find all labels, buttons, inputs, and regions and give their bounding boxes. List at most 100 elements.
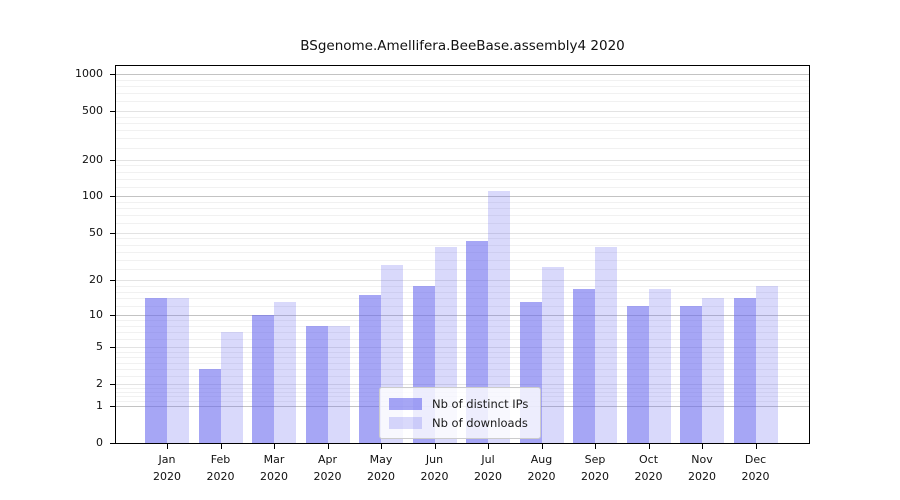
bar-distinct-ips-mar xyxy=(252,315,274,443)
gridline-labeled xyxy=(116,160,809,161)
gridline-minor xyxy=(116,260,809,261)
y-tick-mark xyxy=(110,111,115,112)
bar-distinct-ips-oct xyxy=(626,306,649,443)
y-tick-label: 0 xyxy=(96,436,103,449)
x-tick-mark xyxy=(488,444,489,449)
bar-distinct-ips-nov xyxy=(680,306,702,443)
x-tick-label: Dec 2020 xyxy=(741,453,770,483)
y-axis: 0 1 2 5 10 20 50 100 200 500 1000 xyxy=(0,65,115,449)
y-tick-label: 200 xyxy=(82,153,103,166)
bar-distinct-ips-dec xyxy=(733,298,756,443)
y-tick-label: 5 xyxy=(96,340,103,353)
x-tick-mark xyxy=(541,444,543,449)
gridline-minor xyxy=(116,245,809,246)
gridline-minor xyxy=(116,202,809,203)
y-tick-label: 50 xyxy=(89,226,103,239)
chart-title: BSgenome.Amellifera.BeeBase.assembly4 20… xyxy=(300,38,625,54)
y-tick-mark xyxy=(110,443,115,444)
gridline-minor xyxy=(116,369,809,370)
x-tick-label: May 2020 xyxy=(367,453,395,483)
gridline-minor xyxy=(116,179,809,180)
legend: Nb of distinct IPs Nb of downloads xyxy=(379,387,542,439)
bar-distinct-ips-may xyxy=(359,295,381,443)
gridline-minor xyxy=(116,148,809,149)
bar-downloads-dec xyxy=(755,286,778,443)
legend-label: Nb of downloads xyxy=(432,415,528,430)
bar-downloads-nov xyxy=(702,298,724,443)
gridline-minor xyxy=(116,172,809,173)
gridline-minor xyxy=(116,332,809,333)
gridline-major xyxy=(116,74,809,75)
gridline-minor xyxy=(116,339,809,340)
bar-downloads-mar xyxy=(274,302,296,443)
y-tick-label: 100 xyxy=(82,189,103,202)
gridline-minor xyxy=(116,223,809,224)
gridline-minor xyxy=(116,352,809,353)
gridline-minor xyxy=(116,101,809,102)
x-tick-label: Feb 2020 xyxy=(206,453,235,483)
gridline-minor xyxy=(116,326,809,327)
x-axis: Jan 2020 Feb 2020 Mar 2020 Apr 2020 May 2020 Jun 20… xyxy=(115,444,810,500)
gridline-minor xyxy=(116,86,809,87)
y-tick-label: 2 xyxy=(96,377,103,390)
y-tick-label: 10 xyxy=(89,308,103,321)
y-tick-mark xyxy=(110,160,115,161)
x-tick-label: Nov 2020 xyxy=(688,453,716,483)
y-tick-mark xyxy=(110,196,115,197)
gridline-minor xyxy=(116,123,809,124)
bar-downloads-sep xyxy=(595,247,617,443)
x-tick-label: Jul 2020 xyxy=(474,453,502,483)
gridline-minor xyxy=(116,252,809,253)
gridline-minor xyxy=(116,117,809,118)
x-tick-mark xyxy=(434,444,436,449)
gridline-minor xyxy=(116,320,809,321)
gridline-minor xyxy=(116,165,809,166)
gridline-minor xyxy=(116,298,809,299)
gridline-minor xyxy=(116,138,809,139)
y-tick-mark xyxy=(110,384,115,385)
x-tick-mark xyxy=(167,444,168,449)
bar-distinct-ips-apr xyxy=(305,326,328,443)
bar-downloads-aug xyxy=(541,267,564,443)
gridline-minor xyxy=(116,208,809,209)
y-tick-mark xyxy=(110,233,115,234)
legend-label: Nb of distinct IPs xyxy=(432,396,529,411)
x-tick-mark xyxy=(702,444,703,449)
x-tick-mark xyxy=(595,444,596,449)
y-tick-mark xyxy=(110,280,115,281)
x-tick-label: Sep 2020 xyxy=(581,453,609,483)
gridline-labeled xyxy=(116,111,809,112)
legend-swatch-downloads xyxy=(389,416,422,429)
gridline-minor xyxy=(116,238,809,239)
x-tick-label: Apr 2020 xyxy=(313,453,342,483)
gridline-labeled xyxy=(116,384,809,385)
gridline-labeled xyxy=(116,347,809,348)
gridline-labeled xyxy=(116,233,809,234)
gridline-minor xyxy=(116,286,809,287)
gridline-minor xyxy=(116,215,809,216)
y-tick-label: 1000 xyxy=(75,67,103,80)
bar-downloads-apr xyxy=(327,326,350,443)
bar-downloads-jul xyxy=(488,191,510,443)
gridline-major xyxy=(116,196,809,197)
bar-distinct-ips-jan xyxy=(145,298,167,443)
legend-row: Nb of downloads xyxy=(389,413,528,432)
y-tick-mark xyxy=(110,406,115,407)
legend-row: Nb of distinct IPs xyxy=(389,394,528,413)
gridline-minor xyxy=(116,130,809,131)
gridline-minor xyxy=(116,80,809,81)
gridline-minor xyxy=(116,376,809,377)
bar-distinct-ips-feb xyxy=(198,369,221,443)
gridline-minor xyxy=(116,306,809,307)
bar-downloads-oct xyxy=(648,289,671,443)
y-tick-mark xyxy=(110,74,115,75)
x-tick-mark xyxy=(327,444,329,449)
x-tick-label: Mar 2020 xyxy=(260,453,288,483)
legend-swatch-distinct-ips xyxy=(389,397,422,410)
x-tick-mark xyxy=(755,444,757,449)
gridline-labeled xyxy=(116,280,809,281)
x-tick-label: Aug 2020 xyxy=(527,453,556,483)
plot-area: Nb of distinct IPs Nb of downloads xyxy=(115,65,810,444)
x-tick-label: Jan 2020 xyxy=(153,453,181,483)
